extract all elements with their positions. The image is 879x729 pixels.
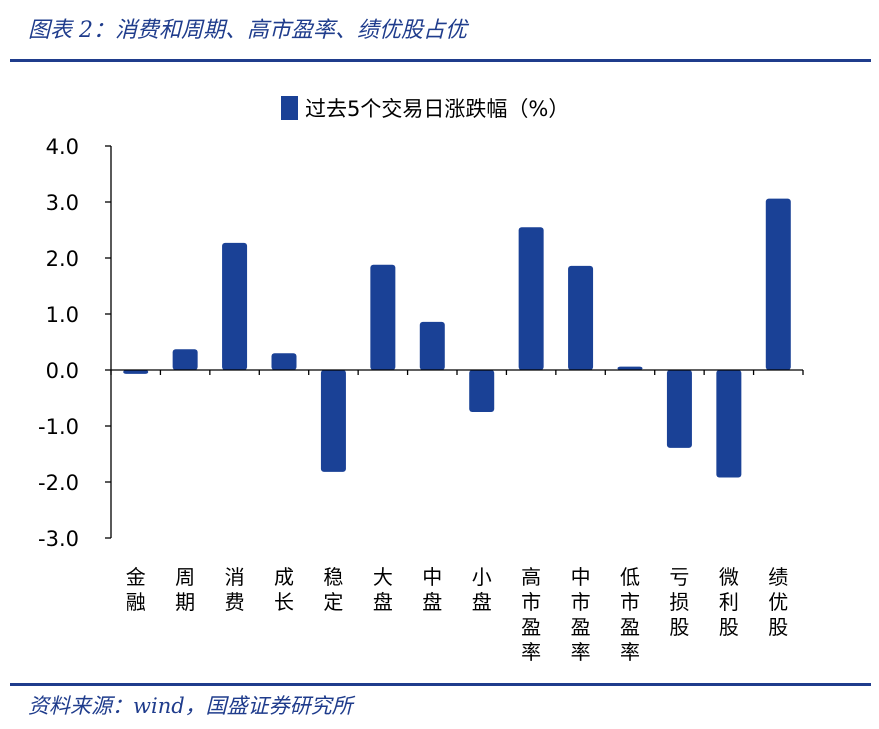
y-tick-label: 1.0 (46, 303, 79, 327)
legend: 过去5个交易日涨跌幅（%） (281, 96, 569, 121)
bar-小盘 (469, 370, 495, 412)
bar-周期 (172, 349, 198, 370)
category-label: 消费 (225, 565, 245, 614)
figure-title: 图表 2：消费和周期、高市盈率、绩优股占优 (28, 18, 467, 43)
category-label: 高市盈率 (521, 565, 541, 664)
bar-金融 (123, 370, 149, 374)
category-label: 中市盈率 (571, 565, 591, 664)
category-label: 中盘 (422, 565, 442, 614)
bar-绩优股 (765, 198, 791, 370)
category-label: 亏损股 (669, 565, 689, 639)
category-label: 大盘 (373, 565, 393, 614)
category-label: 周期 (175, 565, 195, 614)
bottom-rule (10, 683, 871, 686)
bar-中市盈率 (568, 265, 594, 370)
bar-亏损股 (666, 370, 692, 448)
y-tick-label: 3.0 (46, 191, 79, 215)
y-axis: 4.0 3.0 2.0 1.0 0.0 -1.0 -2.0 -3.0 (38, 135, 112, 551)
bar-大盘 (370, 264, 396, 370)
bar-稳定 (320, 370, 346, 472)
source-note: 资料来源：wind，国盛证券研究所 (28, 694, 353, 718)
x-axis (110, 369, 804, 375)
category-label: 成长 (274, 565, 294, 614)
bar-高市盈率 (518, 227, 544, 370)
legend-swatch (281, 96, 298, 120)
category-label: 金融 (126, 565, 146, 614)
category-label: 低市盈率 (620, 565, 640, 664)
bar-低市盈率 (617, 366, 643, 370)
y-tick-label: 0.0 (46, 359, 79, 383)
y-tick-label: -3.0 (38, 527, 79, 551)
bar-微利股 (716, 370, 742, 478)
category-label: 小盘 (472, 565, 492, 614)
category-label: 绩优股 (768, 565, 788, 639)
bars (123, 198, 791, 478)
bar-成长 (271, 353, 297, 370)
category-label: 稳定 (323, 565, 343, 614)
y-tick-label: 2.0 (46, 247, 79, 271)
bar-chart: 过去5个交易日涨跌幅（%） 4.0 3.0 2.0 1.0 0.0 -1.0 -2.0 -3.… (38, 96, 804, 664)
y-tick-label: -1.0 (38, 415, 79, 439)
legend-label: 过去5个交易日涨跌幅（%） (305, 97, 569, 121)
y-tick-label: -2.0 (38, 471, 79, 495)
bar-消费 (222, 242, 248, 370)
y-tick-label: 4.0 (46, 135, 79, 159)
category-label: 微利股 (719, 565, 739, 639)
bar-中盘 (419, 321, 445, 370)
top-rule (10, 59, 871, 62)
